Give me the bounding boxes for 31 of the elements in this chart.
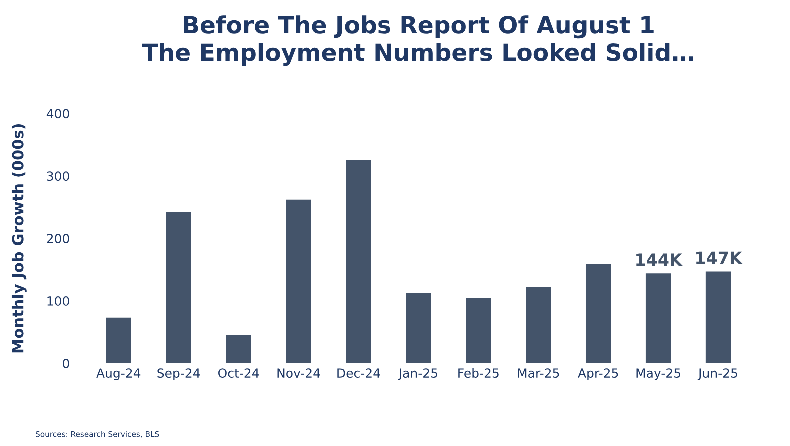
x-tick-label: Oct-24 — [218, 368, 260, 378]
y-tick-label: 400 — [46, 109, 70, 119]
bar — [466, 298, 492, 364]
x-tick-label: Dec-24 — [338, 368, 380, 378]
bar — [646, 274, 672, 364]
bar — [526, 287, 552, 364]
x-tick-label: Apr-25 — [578, 368, 618, 380]
bar — [406, 294, 432, 364]
y-tick-label: 100 — [48, 296, 70, 306]
bar — [286, 200, 312, 364]
bar — [166, 212, 192, 364]
data-label: 144K — [636, 254, 683, 266]
x-tick-label: Mar-25 — [518, 368, 560, 378]
x-tick-label: Aug-24 — [96, 368, 141, 380]
y-tick-label: 300 — [47, 172, 70, 182]
x-tick-label: Nov-24 — [278, 368, 320, 378]
bar — [106, 318, 132, 364]
x-tick-label: Feb-25 — [458, 368, 499, 378]
x-tick-label: Sep-24 — [158, 368, 200, 380]
chart-title: Before The Jobs Report Of August 1 The Employment Numbers Looked Solid… — [142, 16, 694, 66]
bar — [706, 272, 732, 364]
bar — [226, 335, 252, 364]
bar — [586, 264, 612, 364]
y-axis-title: Monthly Job Growth (000s) — [12, 124, 27, 353]
data-label: 147K — [696, 252, 743, 264]
x-tick-label: May-25 — [636, 368, 680, 380]
x-tick-label: Jan-25 — [398, 368, 438, 380]
bar — [346, 160, 372, 364]
y-tick-label: 200 — [47, 234, 70, 244]
y-tick-label: 0 — [63, 358, 70, 368]
x-tick-label: Jun-25 — [698, 368, 738, 380]
